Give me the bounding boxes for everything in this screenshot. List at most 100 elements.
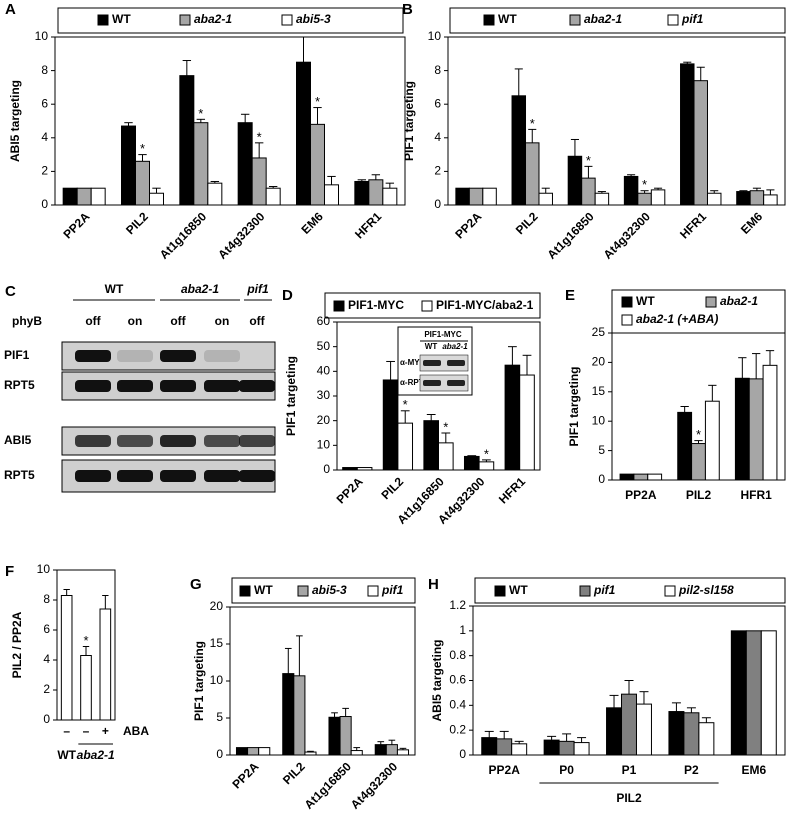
blot-band bbox=[160, 380, 196, 392]
x-tick-label: At1g16850 bbox=[157, 209, 210, 262]
bar bbox=[635, 703, 652, 756]
blot-band bbox=[160, 435, 196, 447]
x-tick-label: HFR1 bbox=[677, 209, 709, 241]
error-bar bbox=[562, 733, 572, 742]
legend-label: WT bbox=[112, 12, 131, 26]
blot-band bbox=[117, 435, 153, 447]
bar bbox=[730, 630, 747, 756]
significance-mark: * bbox=[530, 116, 535, 131]
bar bbox=[258, 747, 271, 756]
significance-mark: * bbox=[140, 141, 145, 156]
bar bbox=[396, 749, 410, 756]
y-tick-label: 4 bbox=[434, 130, 441, 144]
bar bbox=[677, 411, 693, 481]
bar bbox=[633, 473, 649, 481]
blot-row-label: RPT5 bbox=[4, 468, 35, 482]
error-bar bbox=[138, 154, 147, 162]
bar bbox=[76, 187, 92, 206]
genotype-label: pif1 bbox=[246, 282, 269, 296]
x-tick-label: HFR1 bbox=[740, 488, 772, 502]
error-bar bbox=[196, 118, 206, 123]
genotype-label: WT bbox=[57, 748, 76, 762]
bar bbox=[468, 187, 484, 206]
error-bar bbox=[254, 142, 264, 158]
inset-genotype: WT bbox=[425, 342, 438, 351]
legend-swatch bbox=[621, 314, 633, 326]
legend-swatch bbox=[367, 585, 379, 597]
error-bar bbox=[386, 360, 395, 380]
y-axis-label: PIF1 targeting bbox=[402, 81, 416, 161]
legend-label: WT bbox=[254, 583, 273, 597]
x-tick-label: PP2A bbox=[452, 209, 484, 241]
y-axis-label: PIF1 targeting bbox=[567, 366, 581, 446]
error-bar bbox=[609, 694, 619, 708]
error-bar bbox=[639, 691, 649, 705]
bar bbox=[382, 187, 398, 206]
bar bbox=[247, 747, 260, 756]
error-bar bbox=[597, 191, 606, 194]
blot-band bbox=[75, 350, 111, 362]
error-bar bbox=[640, 190, 649, 194]
condition-label: off bbox=[249, 314, 265, 328]
bar bbox=[282, 673, 295, 756]
inset-row-label: α-RPT5 bbox=[400, 378, 429, 387]
error-bar bbox=[296, 635, 303, 676]
bar bbox=[121, 125, 136, 206]
y-tick-label: 20 bbox=[592, 355, 606, 369]
error-bar bbox=[584, 165, 593, 179]
error-bar bbox=[284, 647, 292, 674]
y-tick-label: 15 bbox=[210, 636, 224, 650]
y-axis-label: ABI5 targeting bbox=[8, 80, 22, 162]
bar bbox=[293, 675, 306, 756]
error-bar bbox=[514, 68, 523, 96]
error-bar bbox=[522, 354, 532, 376]
error-bar bbox=[686, 707, 696, 713]
legend-label: pil2-sl158 bbox=[678, 583, 734, 597]
genotype-label: WT bbox=[105, 282, 124, 296]
blot-band bbox=[239, 435, 275, 447]
panel-letter: G bbox=[190, 576, 202, 593]
blot-band bbox=[239, 380, 275, 392]
blot-band bbox=[160, 470, 196, 482]
bar bbox=[525, 142, 540, 206]
legend-swatch bbox=[667, 14, 679, 26]
error-bar bbox=[547, 735, 557, 741]
bar bbox=[619, 473, 635, 481]
error-bar bbox=[738, 357, 747, 379]
error-bar bbox=[694, 440, 703, 444]
error-bar bbox=[152, 187, 161, 194]
legend-box bbox=[324, 292, 541, 319]
y-tick-label: 6 bbox=[41, 96, 48, 110]
error-bar bbox=[701, 717, 711, 723]
x-tick-label: HFR1 bbox=[496, 474, 528, 506]
y-tick-label: 6 bbox=[43, 622, 50, 636]
y-tick-label: 2 bbox=[41, 164, 48, 178]
inset-band bbox=[423, 380, 441, 386]
y-tick-label: 0 bbox=[598, 472, 605, 486]
error-bar bbox=[299, 36, 308, 63]
panel-letter: F bbox=[5, 563, 14, 580]
panel-letter: A bbox=[5, 1, 16, 18]
significance-mark: * bbox=[642, 177, 647, 192]
y-tick-label: 0.4 bbox=[449, 698, 466, 712]
blot-band bbox=[160, 350, 196, 362]
error-bar bbox=[624, 680, 634, 695]
panel-letter: D bbox=[282, 287, 293, 304]
bar bbox=[60, 595, 73, 721]
bar bbox=[149, 192, 164, 206]
legend-box bbox=[611, 289, 786, 334]
panel-letter: H bbox=[428, 576, 439, 593]
bar bbox=[683, 712, 700, 756]
bar bbox=[382, 379, 399, 471]
error-bar bbox=[357, 179, 367, 182]
bar bbox=[478, 461, 495, 471]
y-tick-label: 10 bbox=[592, 413, 606, 427]
bar bbox=[691, 443, 706, 481]
error-bar bbox=[752, 353, 761, 379]
x-tick-label: At1g16850 bbox=[302, 759, 355, 812]
blot-band bbox=[117, 380, 153, 392]
error-bar bbox=[63, 589, 70, 596]
error-bar bbox=[182, 60, 192, 76]
y-tick-label: 30 bbox=[317, 388, 331, 402]
y-tick-label: 0 bbox=[434, 197, 441, 211]
